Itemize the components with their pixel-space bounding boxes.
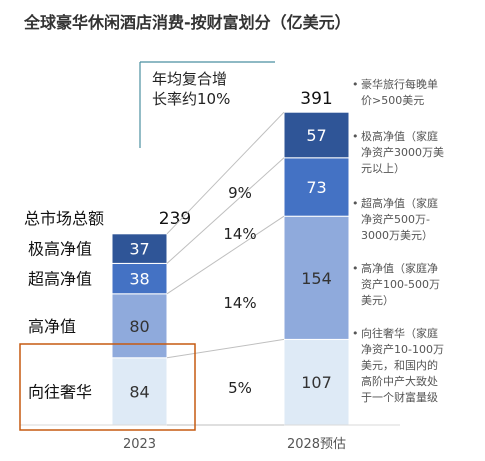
legend-text: 于一个财富量级: [361, 390, 438, 404]
legend-text: 资产100-500万: [361, 277, 440, 291]
bar-segment: [111, 357, 168, 426]
bar-value-label: 38: [129, 270, 149, 289]
bar-value-label: 73: [306, 178, 326, 197]
growth-rate-label: 14%: [223, 225, 256, 243]
legend-bullet: •: [352, 327, 359, 340]
bar-segment: [283, 111, 350, 159]
x-tick-label: 2023: [123, 437, 156, 452]
connector-line: [166, 215, 285, 295]
bar-segment: [283, 338, 350, 426]
bar-value-label: 107: [301, 373, 332, 392]
legend-text: 美元）: [361, 294, 394, 307]
legend-text: 极高净值（家庭: [361, 129, 438, 143]
series-label: 极高净值: [28, 240, 92, 259]
bar-segment: [283, 157, 350, 217]
cagr-note-line1: 年均复合增: [152, 70, 227, 88]
legend-text: 向往奢华（家庭: [361, 326, 438, 340]
growth-rate-label: 9%: [228, 184, 252, 202]
bar-segment: [111, 233, 168, 264]
legend-text: 美元，和国内的: [361, 358, 438, 372]
legend-bullet: •: [352, 130, 359, 143]
bar-value-label: 154: [301, 269, 332, 288]
legend-bullet: •: [352, 78, 359, 91]
legend-text: 净资产3000万美: [361, 145, 444, 159]
legend-text: 超高净值（家庭: [361, 196, 438, 210]
bar-value-label: 84: [129, 382, 149, 401]
x-tick-label: 2028预估: [287, 437, 346, 452]
legend-text: 净资产500万-: [361, 212, 430, 226]
bar-value-label: 57: [306, 126, 326, 145]
growth-rate-label: 5%: [228, 379, 252, 397]
legend-text: 豪华旅行每晚单: [361, 77, 438, 91]
bar-value-label: 80: [129, 317, 149, 336]
legend-text: 3000万美元）: [361, 229, 433, 242]
highlight-box: [19, 343, 196, 431]
series-label: 高净值: [28, 317, 76, 336]
series-label: 向往奢华: [28, 382, 92, 401]
series-label: 超高净值: [28, 270, 92, 289]
legend-text: 价>500美元: [361, 94, 424, 107]
connector-line: [166, 111, 285, 235]
bar-value-label: 37: [129, 240, 149, 259]
legend-text: 元以上）: [361, 162, 405, 175]
total-value-2023: 239: [159, 209, 191, 229]
chart-title: 全球豪华休闲酒店消费-按财富划分（亿美元）: [23, 13, 351, 32]
growth-rate-label: 14%: [223, 294, 256, 312]
legend-text: 净资产10-100万: [361, 342, 444, 356]
cagr-note-line2: 长率约10%: [152, 90, 230, 108]
connector-line: [166, 338, 285, 359]
total-value-2028: 391: [300, 89, 332, 109]
legend-text: 高阶中产大致处: [361, 374, 438, 388]
bar-segment: [283, 215, 350, 340]
bar-segment: [111, 293, 168, 359]
legend-bullet: •: [352, 197, 359, 210]
total-market-label: 总市场总额: [24, 209, 104, 228]
legend-bullet: •: [352, 262, 359, 275]
connector-line: [166, 157, 285, 264]
legend-text: 高净值（家庭净: [361, 261, 438, 275]
